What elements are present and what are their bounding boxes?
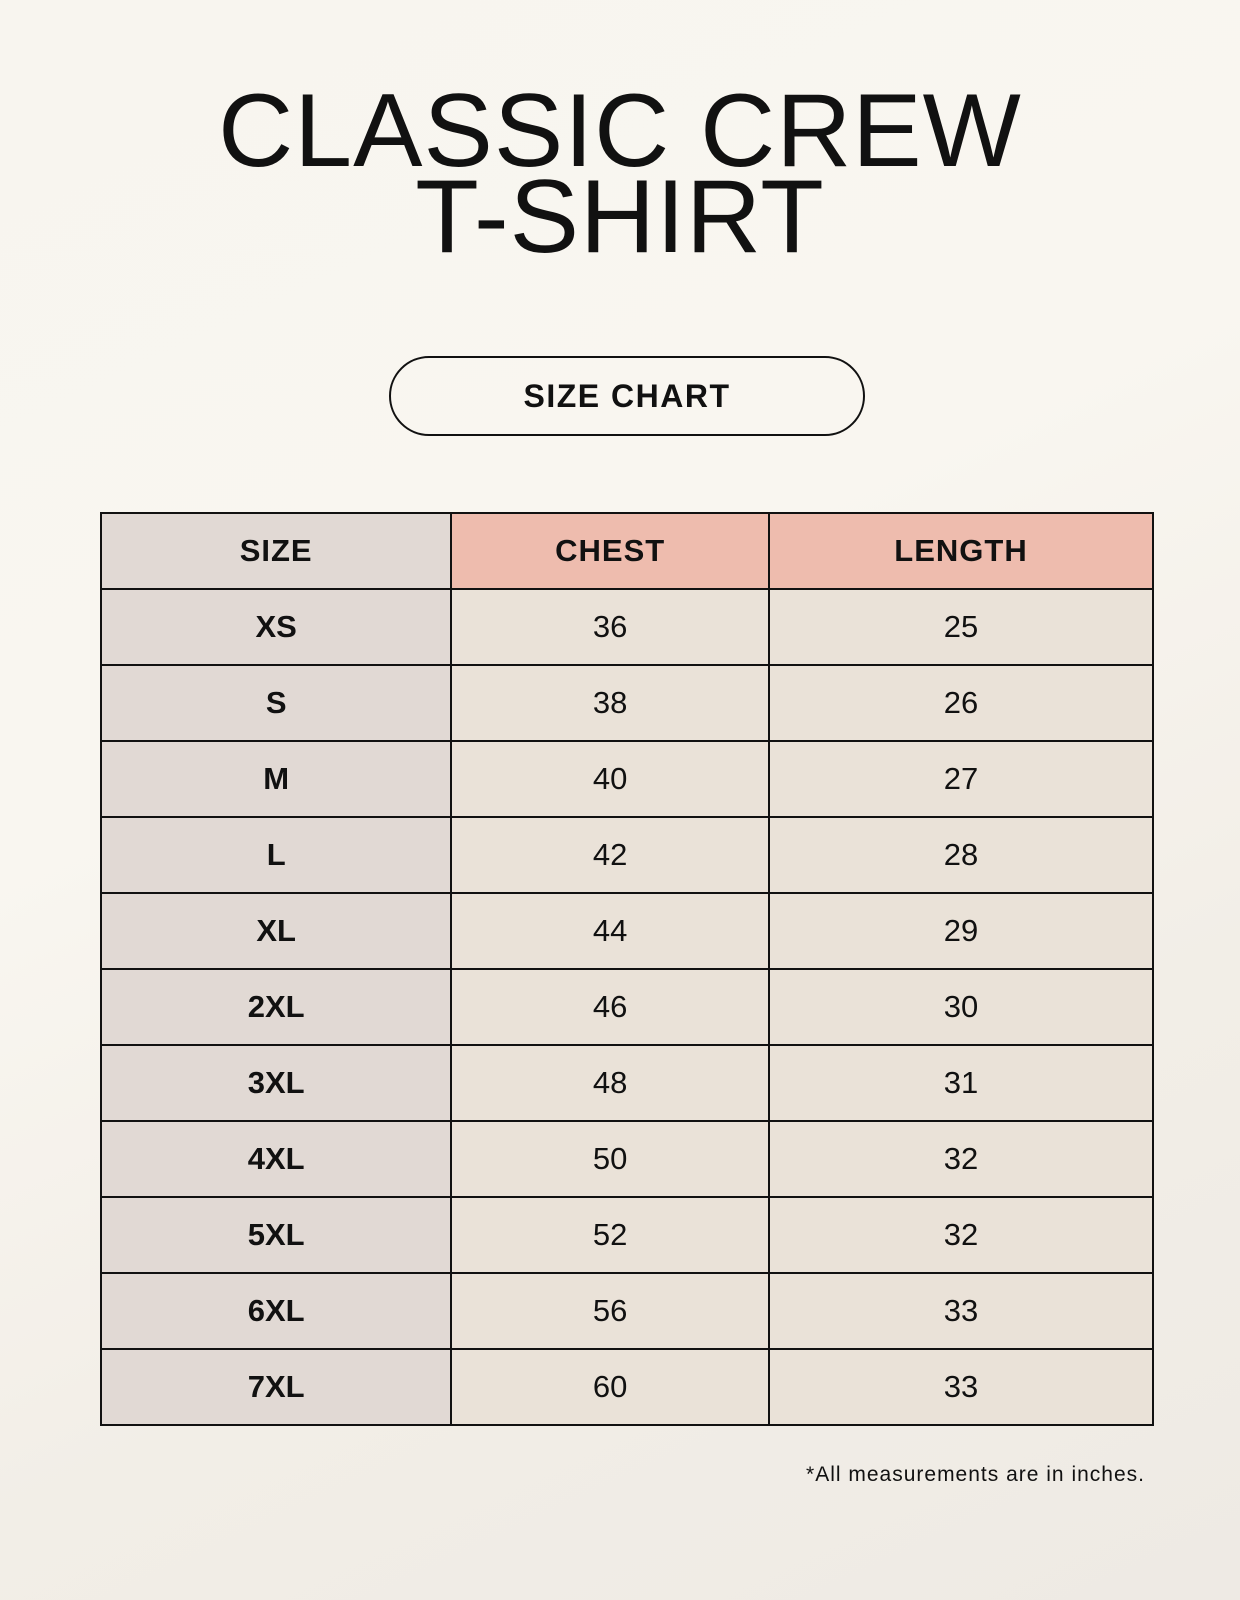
header-chest: CHEST [450,512,771,590]
cell-size: 7XL [99,1348,453,1426]
cell-length: 32 [768,1196,1154,1274]
cell-chest: 56 [450,1272,771,1350]
table-row: L 42 28 [99,816,1154,894]
table-row: 3XL 48 31 [99,1044,1154,1122]
cell-chest: 38 [450,664,771,742]
cell-chest: 60 [450,1348,771,1426]
cell-length: 30 [768,968,1154,1046]
cell-chest: 40 [450,740,771,818]
cell-size: S [99,664,453,742]
cell-size: 6XL [99,1272,453,1350]
cell-length: 26 [768,664,1154,742]
table-row: 5XL 52 32 [99,1196,1154,1274]
cell-size: 3XL [99,1044,453,1122]
title-line-2: T-SHIRT [415,159,825,275]
cell-chest: 52 [450,1196,771,1274]
cell-chest: 42 [450,816,771,894]
cell-length: 31 [768,1044,1154,1122]
table-row: 4XL 50 32 [99,1120,1154,1198]
cell-length: 29 [768,892,1154,970]
table-row: XL 44 29 [99,892,1154,970]
cell-length: 28 [768,816,1154,894]
size-table: SIZE CHEST LENGTH XS 36 25 S 38 26 M 40 27 L 42 28 X… [99,512,1154,1426]
page-title: CLASSIC CREW T-SHIRT [0,73,1240,275]
cell-length: 33 [768,1348,1154,1426]
table-row: S 38 26 [99,664,1154,742]
cell-chest: 36 [450,588,771,666]
title-line-1: CLASSIC CREW [218,73,1022,189]
cell-size: 2XL [99,968,453,1046]
footnote: *All measurements are in inches. [806,1463,1145,1486]
cell-size: XL [99,892,453,970]
table-row: 2XL 46 30 [99,968,1154,1046]
cell-chest: 48 [450,1044,771,1122]
cell-length: 32 [768,1120,1154,1198]
size-chart-badge: SIZE CHART [389,356,865,436]
cell-length: 27 [768,740,1154,818]
table-row: XS 36 25 [99,588,1154,666]
cell-length: 33 [768,1272,1154,1350]
cell-chest: 46 [450,968,771,1046]
table-row: M 40 27 [99,740,1154,818]
table-row: 7XL 60 33 [99,1348,1154,1426]
header-length: LENGTH [768,512,1154,590]
cell-size: M [99,740,453,818]
cell-length: 25 [768,588,1154,666]
cell-chest: 50 [450,1120,771,1198]
cell-size: 5XL [99,1196,453,1274]
cell-chest: 44 [450,892,771,970]
table-header-row: SIZE CHEST LENGTH [99,512,1154,590]
table-row: 6XL 56 33 [99,1272,1154,1350]
cell-size: 4XL [99,1120,453,1198]
cell-size: L [99,816,453,894]
cell-size: XS [99,588,453,666]
header-size: SIZE [99,512,453,590]
